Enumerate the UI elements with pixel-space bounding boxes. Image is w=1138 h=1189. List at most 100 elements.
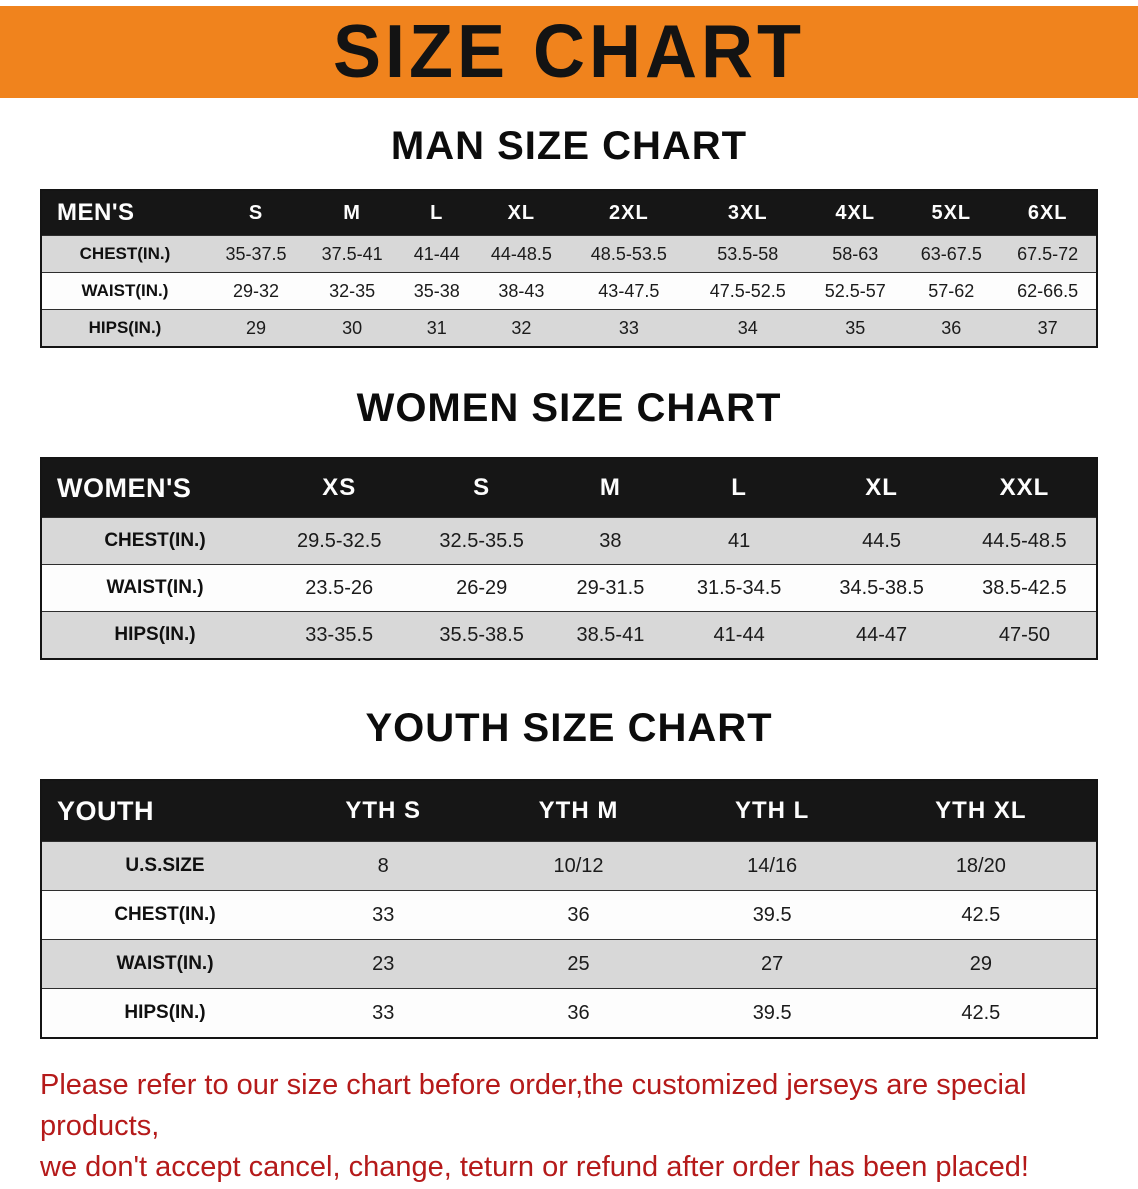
- row-label-cell: CHEST(IN.): [79, 244, 171, 263]
- value-cell: 29: [969, 952, 992, 975]
- value-cell: 35-37.5: [225, 243, 287, 264]
- value-cell: 41-44: [713, 623, 765, 646]
- size-header-cell: 6XL: [999, 190, 1097, 236]
- youth-section-heading: YOUTH SIZE CHART: [365, 706, 773, 750]
- value-cell: 47.5-52.5: [709, 280, 786, 301]
- value-cell: 25: [567, 952, 590, 975]
- value-cell: 33: [618, 317, 639, 338]
- value-cell: 31.5-34.5: [696, 576, 782, 599]
- women-size-table-grid: WOMEN'S XS S M L XL XXL CHEST(IN.) 29.5-32.5 32.5…: [40, 457, 1098, 660]
- size-header-cell: 3XL: [688, 190, 808, 236]
- table-header-row: MEN'S S M L XL 2XL 3XL 4XL 5XL 6XL: [41, 190, 1097, 236]
- table-row: U.S.SIZE 8 10/12 14/16 18/20: [41, 841, 1097, 891]
- value-cell: 30: [342, 317, 363, 338]
- value-cell: 44-47: [856, 623, 908, 646]
- men-size-table: MEN'S S M L XL 2XL 3XL 4XL 5XL 6XL CHEST(IN.) 35-37…: [40, 189, 1098, 348]
- size-header-cell: M: [552, 458, 668, 518]
- row-label-cell: WAIST(IN.): [106, 577, 204, 598]
- size-header-cell: S: [208, 190, 305, 236]
- value-cell: 14/16: [747, 854, 798, 877]
- value-cell: 38.5-42.5: [982, 576, 1067, 599]
- value-cell: 32.5-35.5: [439, 529, 524, 552]
- men-section-heading: MAN SIZE CHART: [390, 124, 748, 168]
- row-label-cell: U.S.SIZE: [125, 855, 205, 876]
- men-size-table-grid: MEN'S S M L XL 2XL 3XL 4XL 5XL 6XL CHEST(IN.) 35-37…: [40, 189, 1098, 348]
- size-header-cell: 2XL: [569, 190, 689, 236]
- row-label-cell: WAIST(IN.): [116, 953, 214, 974]
- table-title-cell: WOMEN'S: [41, 458, 268, 518]
- value-cell: 29-32: [233, 280, 280, 301]
- value-cell: 18/20: [955, 854, 1006, 877]
- size-chart-page: SIZE CHART MAN SIZE CHART MEN'S S M L XL 2XL 3…: [0, 6, 1138, 1189]
- size-header-cell: 4XL: [807, 190, 904, 236]
- size-header-cell: YTH XL: [865, 780, 1097, 842]
- value-cell: 47-50: [998, 623, 1050, 646]
- women-section-heading: WOMEN SIZE CHART: [356, 386, 782, 430]
- value-cell: 41: [728, 529, 751, 552]
- value-cell: 44.5: [862, 529, 902, 552]
- disclaimer-line-1: Please refer to our size chart before or…: [40, 1069, 1027, 1143]
- value-cell: 62-66.5: [1017, 280, 1079, 301]
- size-header-cell: XL: [810, 458, 953, 518]
- value-cell: 29.5-32.5: [296, 529, 382, 552]
- value-cell: 38: [599, 529, 622, 552]
- row-label-cell: WAIST(IN.): [81, 281, 169, 300]
- value-cell: 57-62: [928, 280, 975, 301]
- table-row: HIPS(IN.) 29 30 31 32 33 34 35 36 37: [41, 309, 1097, 347]
- value-cell: 39.5: [752, 903, 792, 926]
- value-cell: 52.5-57: [824, 280, 886, 301]
- value-cell: 34: [737, 317, 758, 338]
- value-cell: 29: [246, 317, 267, 338]
- size-header-cell: YTH M: [478, 780, 679, 842]
- row-label-cell: HIPS(IN.): [124, 1002, 206, 1023]
- disclaimer: Please refer to our size chart before or…: [40, 1065, 1098, 1189]
- value-cell: 31: [426, 317, 447, 338]
- disclaimer-line-2: we don't accept cancel, change, teturn o…: [40, 1151, 1029, 1184]
- value-cell: 53.5-58: [717, 243, 779, 264]
- value-cell: 36: [567, 903, 590, 926]
- value-cell: 44.5-48.5: [982, 529, 1067, 552]
- row-label-cell: HIPS(IN.): [114, 624, 196, 645]
- value-cell: 23.5-26: [305, 576, 374, 599]
- row-label-cell: HIPS(IN.): [88, 318, 162, 337]
- value-cell: 37: [1037, 317, 1058, 338]
- value-cell: 38.5-41: [576, 623, 645, 646]
- value-cell: 36: [567, 1001, 590, 1024]
- value-cell: 41-44: [413, 243, 460, 264]
- value-cell: 42.5: [961, 903, 1001, 926]
- value-cell: 39.5: [752, 1001, 792, 1024]
- table-row: CHEST(IN.) 29.5-32.5 32.5-35.5 38 41 44.5 44.5…: [41, 517, 1097, 565]
- table-row: WAIST(IN.) 23 25 27 29: [41, 939, 1097, 989]
- size-header-cell: M: [304, 190, 401, 236]
- value-cell: 32-35: [329, 280, 376, 301]
- table-header-row: WOMEN'S XS S M L XL XXL: [41, 458, 1097, 518]
- value-cell: 26-29: [456, 576, 508, 599]
- banner-title: SIZE CHART: [333, 10, 805, 95]
- value-cell: 35-38: [413, 280, 460, 301]
- table-row: CHEST(IN.) 35-37.5 37.5-41 41-44 44-48.5 48.5…: [41, 235, 1097, 273]
- row-label-cell: CHEST(IN.): [114, 904, 216, 925]
- value-cell: 32: [511, 317, 532, 338]
- size-header-cell: L: [667, 458, 811, 518]
- value-cell: 37.5-41: [321, 243, 383, 264]
- value-cell: 23: [372, 952, 395, 975]
- size-header-cell: S: [410, 458, 553, 518]
- women-section: WOMEN SIZE CHART WOMEN'S XS S M L XL XXL CHEST(…: [0, 386, 1138, 660]
- value-cell: 38-43: [498, 280, 545, 301]
- size-header-cell: YTH S: [288, 780, 479, 842]
- value-cell: 8: [377, 854, 389, 877]
- value-cell: 35.5-38.5: [439, 623, 524, 646]
- value-cell: 48.5-53.5: [590, 243, 667, 264]
- youth-size-table: YOUTH YTH S YTH M YTH L YTH XL U.S.SIZE 8 10/12…: [40, 779, 1098, 1039]
- value-cell: 33: [372, 903, 395, 926]
- size-header-cell: L: [400, 190, 474, 236]
- table-row: CHEST(IN.) 33 36 39.5 42.5: [41, 890, 1097, 940]
- table-title-cell: YOUTH: [41, 780, 288, 842]
- value-cell: 44-48.5: [490, 243, 552, 264]
- value-cell: 33: [372, 1001, 395, 1024]
- value-cell: 63-67.5: [920, 243, 982, 264]
- value-cell: 58-63: [832, 243, 879, 264]
- value-cell: 43-47.5: [598, 280, 660, 301]
- youth-size-table-grid: YOUTH YTH S YTH M YTH L YTH XL U.S.SIZE 8 10/12…: [40, 779, 1098, 1039]
- value-cell: 35: [845, 317, 866, 338]
